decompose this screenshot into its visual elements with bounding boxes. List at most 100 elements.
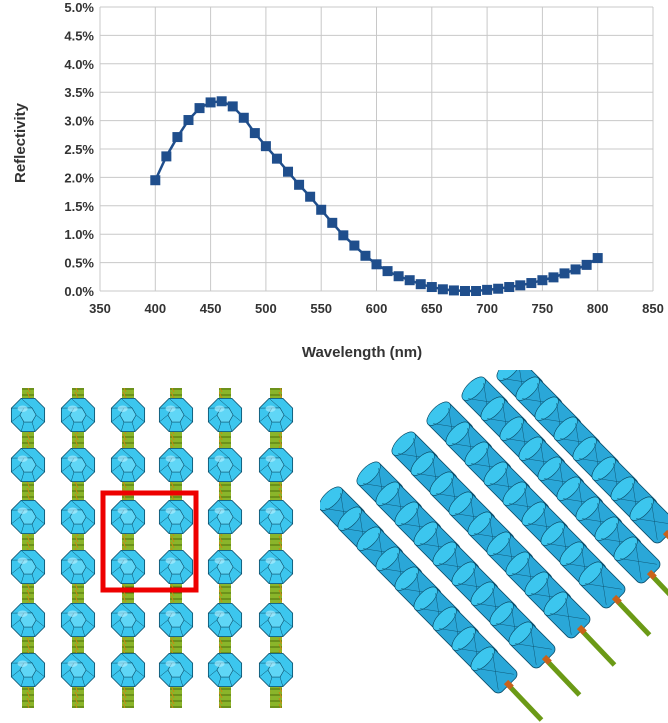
sphere-highlight [117,455,128,462]
cylinder-cap [394,566,419,591]
x-axis-ticks: 350 400 450 500 550 600 650 700 750 800 850 [89,301,664,316]
sphere [10,397,46,433]
facet-edge [31,626,36,637]
facet-edge [131,421,136,432]
x-tick-label: 800 [587,301,609,316]
facet-edge [159,566,169,575]
data-point-marker [260,141,271,152]
sphere [258,549,294,585]
facet-edge [168,603,181,614]
x-tick-label: 550 [310,301,332,316]
sphere [207,549,243,585]
sphere [10,549,46,585]
sphere-highlight [165,557,176,564]
sphere-highlight [67,660,78,667]
facet-edge [120,676,125,687]
sphere-highlight [17,660,28,667]
sphere-highlight [67,610,78,617]
y-tick-label: 2.0% [64,170,94,185]
data-point-marker [150,175,161,186]
facet-edge [259,516,269,525]
facet-edge [268,421,273,432]
sphere [258,499,294,535]
sphere [258,447,294,483]
sphere-highlight [265,610,276,617]
sphere-layer [10,397,294,688]
data-point-marker [459,286,470,296]
cylinder-cap [629,496,654,521]
facet-edge [35,414,45,423]
facet-edge [217,471,222,482]
cylinder-cap [445,421,470,446]
facet-edge [35,669,45,678]
data-point-marker [238,112,249,123]
sphere-highlight [17,455,28,462]
cylinder-row [320,486,544,722]
facet-edge [70,573,75,584]
facet-edge [35,516,45,525]
facet-edge [168,448,181,459]
data-point-marker [316,204,327,215]
rod-layer [22,388,282,708]
sphere-highlight [214,660,225,667]
x-tick-label: 850 [642,301,664,316]
y-tick-label: 0.0% [64,284,94,299]
junction [611,594,622,605]
sphere [60,447,96,483]
data-point-marker [216,96,227,107]
cylinder-cap [375,481,400,506]
cylinder-cap [483,461,508,486]
facet-edge [135,669,145,678]
data-point-marker [448,285,459,296]
data-point-marker [548,272,559,283]
facet-edge [259,669,269,678]
facet-edge [283,669,293,678]
sphere [110,652,146,688]
data-point-marker [426,282,437,293]
x-tick-label: 500 [255,301,277,316]
data-point-marker [581,259,592,270]
facet-edge [61,566,71,575]
sphere [258,397,294,433]
data-point-marker [592,253,603,264]
sphere-highlight [17,405,28,412]
facet-edge [81,676,86,687]
facet-edge [120,500,133,511]
cylinder-cap [572,436,597,461]
sphere [158,499,194,535]
y-tick-label: 0.5% [64,256,94,271]
facet-edge [217,676,222,687]
facet-edge [85,516,95,525]
cylinder-cap [553,416,578,441]
sphere-highlight [117,660,128,667]
facet-edge [20,471,25,482]
sphere [60,397,96,433]
facet-edge [600,567,607,605]
facet-edge [11,464,21,473]
cylinder [578,561,626,609]
x-tick-label: 650 [421,301,443,316]
facet-edge [120,626,125,637]
facet-edge [20,398,33,409]
facet-edge [228,676,233,687]
facet-edge [183,414,193,423]
cylinder-cap [556,476,581,501]
facet-edge [183,566,193,575]
facet-edge [61,414,71,423]
sphere [110,397,146,433]
facet-edge [135,619,145,628]
cylinder-cap [413,521,438,546]
cylinder-cap [534,396,559,421]
angled-rod-array [320,370,668,722]
data-point-marker [305,191,316,202]
y-tick-label: 1.0% [64,227,94,242]
facet-edge [111,566,121,575]
data-point-marker [504,282,515,293]
cylinder-cap [467,511,492,536]
sphere [110,499,146,535]
facet-edge [232,669,242,678]
junction [541,654,552,665]
y-axis-title: Reflectivity [12,102,29,183]
cylinder-cap [496,370,521,381]
facet-edge [168,550,181,561]
